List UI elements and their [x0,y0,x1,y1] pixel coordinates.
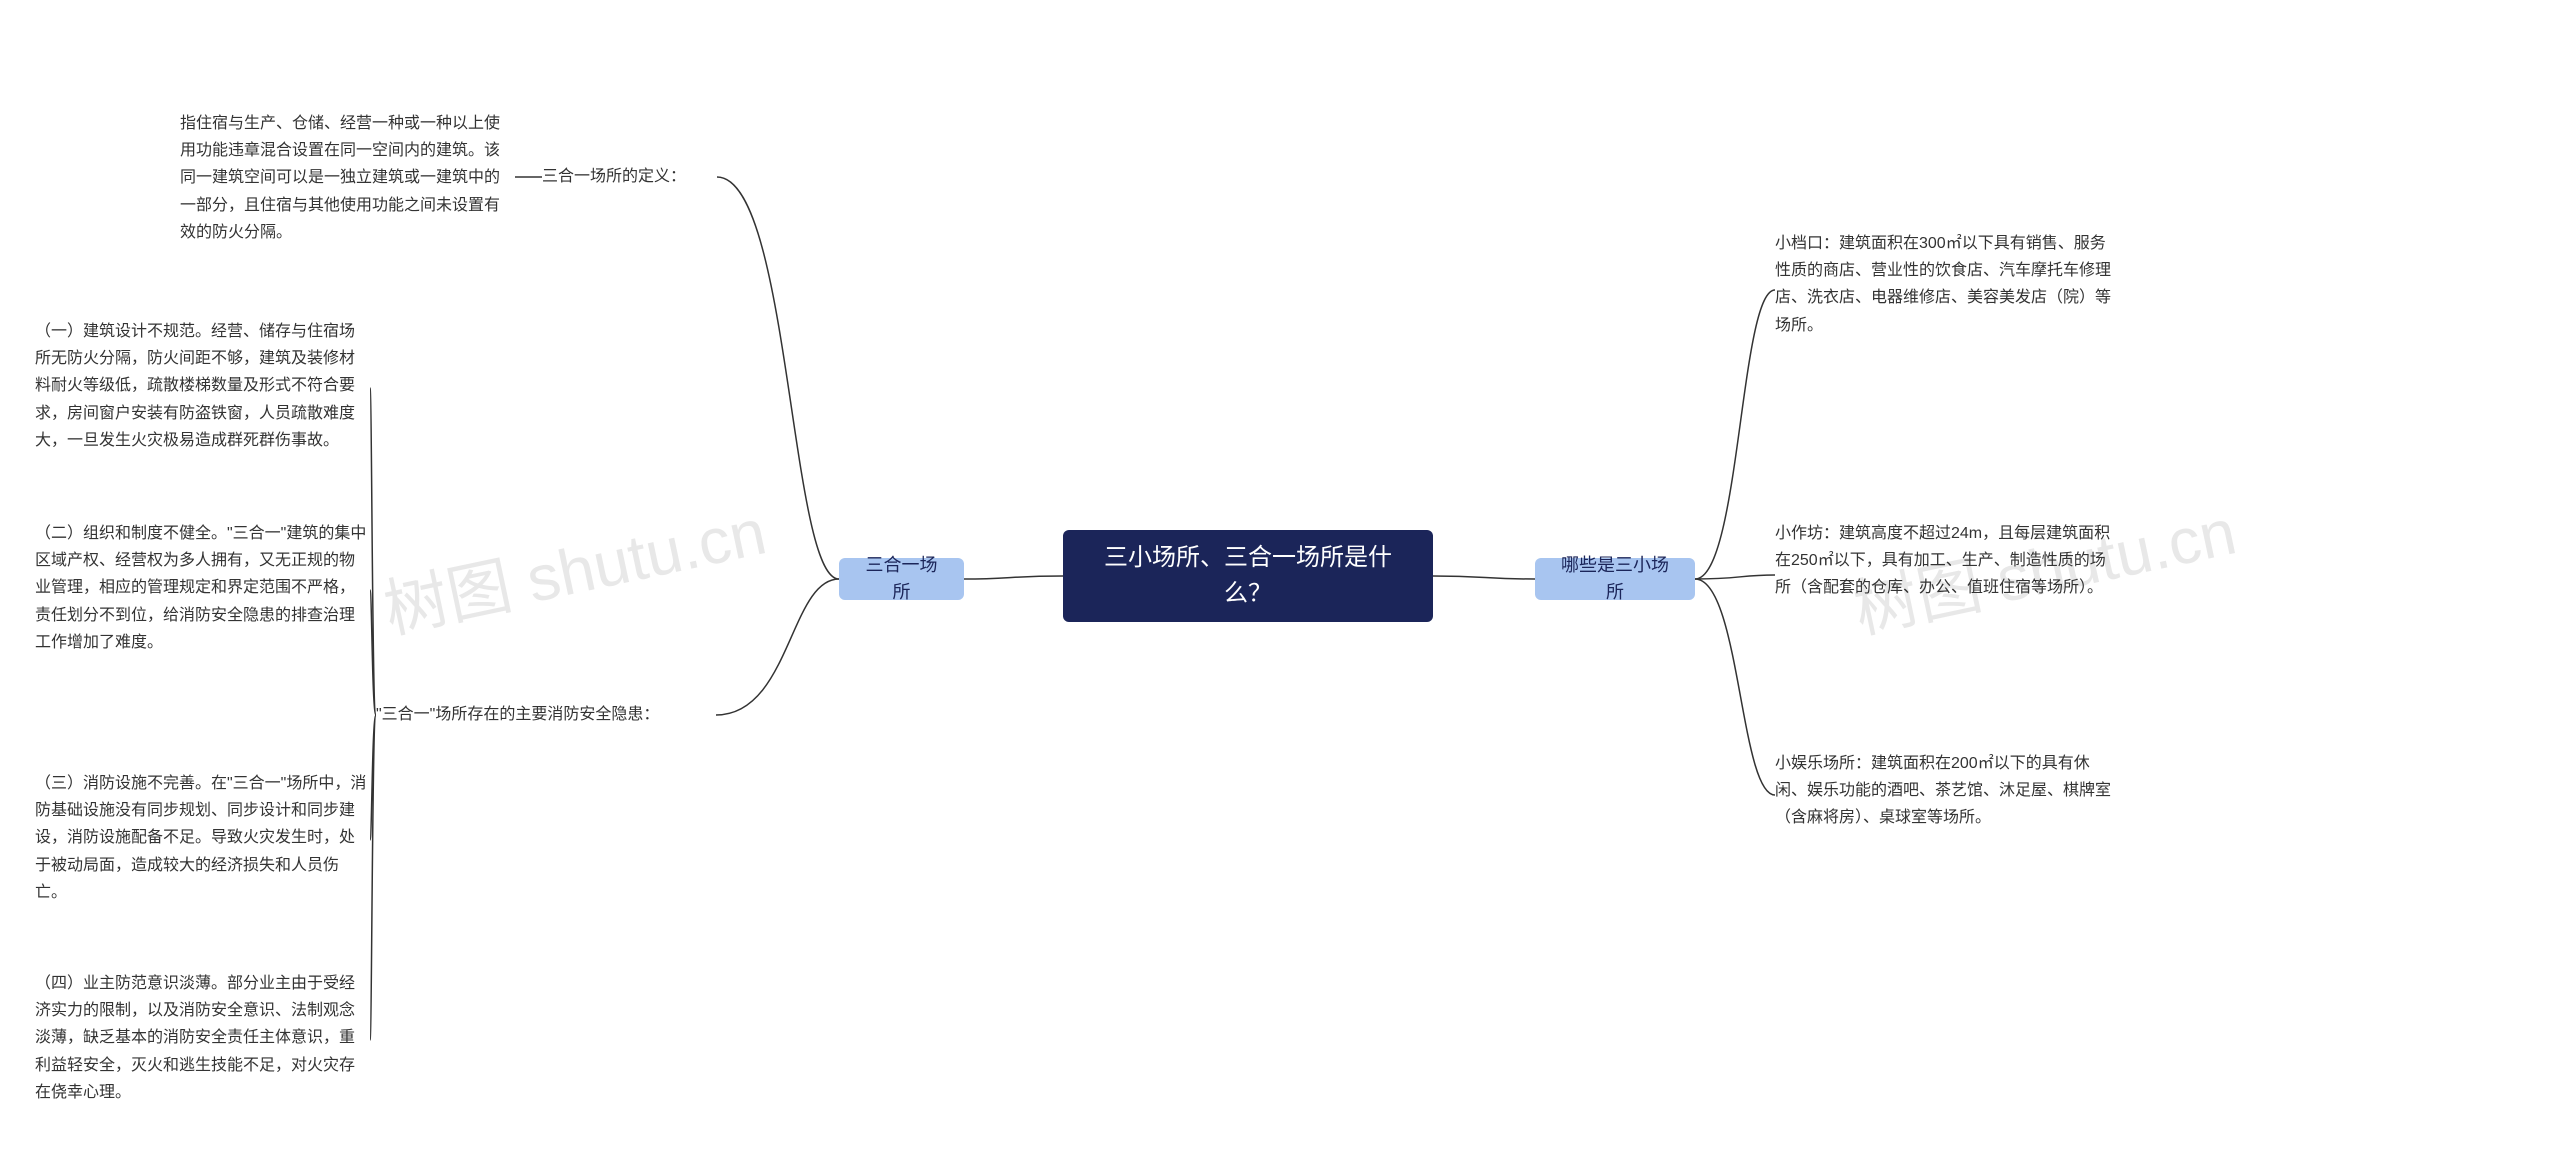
hazard-leaf-4-text: （四）业主防范意识淡薄。部分业主由于受经济实力的限制，以及消防安全意识、法制观念… [35,970,370,1106]
definition-leaf: 指住宿与生产、仓储、经营一种或一种以上使用功能违章混合设置在同一空间内的建筑。该… [180,110,515,246]
watermark: 树图 shutu.cn [375,481,773,652]
hazards-label-text: "三合一"场所存在的主要消防安全隐患： [376,703,659,727]
hazard-leaf-3: （三）消防设施不完善。在"三合一"场所中，消防基础设施没有同步规划、同步设计和同… [35,770,370,906]
right-leaf-2: 小作坊：建筑高度不超过24m，且每层建筑面积在250㎡以下，具有加工、生产、制造… [1775,520,2120,602]
right-leaf-3-text: 小娱乐场所：建筑面积在200㎡以下的具有休闲、娱乐功能的酒吧、茶艺馆、沐足屋、棋… [1775,750,2120,832]
right-leaf-1-text: 小档口：建筑面积在300㎡以下具有销售、服务性质的商店、营业性的饮食店、汽车摩托… [1775,230,2120,339]
hazard-leaf-1-text: （一）建筑设计不规范。经营、储存与住宿场所无防火分隔，防火间距不够，建筑及装修材… [35,318,370,454]
right-leaf-1: 小档口：建筑面积在300㎡以下具有销售、服务性质的商店、营业性的饮食店、汽车摩托… [1775,230,2120,339]
right-branch-label: 哪些是三小场所 [1553,552,1677,606]
right-leaf-2-text: 小作坊：建筑高度不超过24m，且每层建筑面积在250㎡以下，具有加工、生产、制造… [1775,520,2120,602]
definition-label-text: 三合一场所的定义： [542,165,686,189]
right-leaf-3: 小娱乐场所：建筑面积在200㎡以下的具有休闲、娱乐功能的酒吧、茶艺馆、沐足屋、棋… [1775,750,2120,832]
hazard-leaf-2-text: （二）组织和制度不健全。"三合一"建筑的集中区域产权、经营权为多人拥有，又无正规… [35,520,370,656]
root-text: 三小场所、三合一场所是什么？ [1093,540,1403,612]
left-branch-label: 三合一场所 [857,552,946,606]
hazard-leaf-3-text: （三）消防设施不完善。在"三合一"场所中，消防基础设施没有同步规划、同步设计和同… [35,770,370,906]
left-branch-node: 三合一场所 [839,558,964,600]
hazard-leaf-1: （一）建筑设计不规范。经营、储存与住宿场所无防火分隔，防火间距不够，建筑及装修材… [35,318,370,454]
mindmap-root: 三小场所、三合一场所是什么？ [1063,530,1433,622]
hazard-leaf-4: （四）业主防范意识淡薄。部分业主由于受经济实力的限制，以及消防安全意识、法制观念… [35,970,370,1106]
hazard-leaf-2: （二）组织和制度不健全。"三合一"建筑的集中区域产权、经营权为多人拥有，又无正规… [35,520,370,656]
definition-leaf-text: 指住宿与生产、仓储、经营一种或一种以上使用功能违章混合设置在同一空间内的建筑。该… [180,110,515,246]
right-branch-node: 哪些是三小场所 [1535,558,1695,600]
definition-label: 三合一场所的定义： [542,165,717,189]
hazards-label: "三合一"场所存在的主要消防安全隐患： [376,703,716,727]
